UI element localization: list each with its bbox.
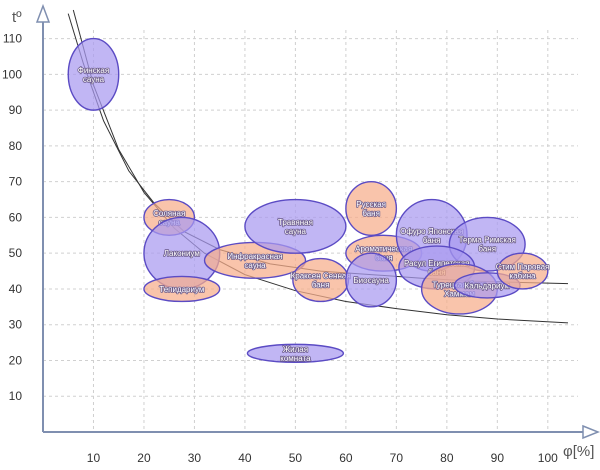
zone-label: Жилая комната xyxy=(280,345,311,363)
x-tick-label: 70 xyxy=(390,451,404,465)
x-tick-label: 30 xyxy=(188,451,202,465)
x-tick-label: 100 xyxy=(538,451,558,465)
x-tick-label: 40 xyxy=(238,451,252,465)
zone-label: Финская сауна xyxy=(78,66,109,84)
zone-label: Инфракрасная сауна xyxy=(227,252,282,270)
zone-label: Лакониум xyxy=(164,249,200,258)
x-tick-label: 20 xyxy=(137,451,151,465)
x-tick-label: 80 xyxy=(440,451,454,465)
zone-ellipse xyxy=(244,198,347,254)
zone-ellipse xyxy=(246,343,345,363)
zone-ellipse xyxy=(143,275,221,303)
y-axis-title: tº xyxy=(12,9,22,26)
zone-bubble: Тепидариум xyxy=(143,275,221,303)
y-tick-label: 80 xyxy=(9,139,23,153)
y-tick-label: 100 xyxy=(2,67,22,81)
zone-label: Краксен Сенная баня xyxy=(291,272,351,290)
zone-bubble: Краксен Сенная баня xyxy=(290,257,351,303)
zone-label: Тепидариум xyxy=(159,285,204,294)
zone-label: Офуро Японская баня xyxy=(400,227,463,245)
x-tick-label: 60 xyxy=(339,451,353,465)
zone-ellipse xyxy=(345,252,398,308)
y-tick-label: 110 xyxy=(3,32,22,46)
zone-label: Биосауна xyxy=(353,276,389,285)
zone-label: Травяная сауна xyxy=(278,218,313,236)
zone-bubble: Стим Паровая кабина xyxy=(495,252,550,290)
y-tick-label: 20 xyxy=(9,353,23,367)
zone-label: Русская баня xyxy=(356,200,386,218)
x-tick-label: 10 xyxy=(87,451,101,465)
y-tick-label: 70 xyxy=(9,175,23,189)
y-axis-arrow xyxy=(35,3,51,23)
x-axis-title: φ[%] xyxy=(563,443,594,460)
y-tick-label: 50 xyxy=(9,246,23,260)
zone-label: Терма Римская баня xyxy=(459,236,516,254)
zone-bubble: Жилая комната xyxy=(246,343,345,364)
zone-bubbles: ФинскаясаунаСолянаясаунаЛакониумТепидари… xyxy=(67,37,550,364)
y-tick-label: 60 xyxy=(9,210,23,224)
x-axis-arrow xyxy=(582,424,600,440)
zone-ellipse xyxy=(67,37,120,111)
tick-labels: 10 20 30 40 50 60 70 80 90 100 10 20 30 40 50 60 70 80 90 1… xyxy=(2,32,558,465)
zone-bubble: Травяная сауна xyxy=(244,198,347,254)
zone-ellipse xyxy=(345,180,398,237)
zone-bubble: Русская баня xyxy=(345,180,398,237)
zone-bubble: Финская сауна xyxy=(67,37,120,111)
axes xyxy=(35,3,600,440)
x-tick-label: 50 xyxy=(289,451,303,465)
zone-label: Стим Паровая кабина xyxy=(496,263,550,281)
y-tick-label: 10 xyxy=(9,389,23,403)
y-tick-label: 40 xyxy=(9,282,23,296)
zone-bubble: Биосауна xyxy=(345,252,398,308)
x-tick-label: 90 xyxy=(491,451,505,465)
y-tick-label: 30 xyxy=(9,318,23,332)
zone-ellipse xyxy=(496,252,549,290)
zone-label: Кальдариум xyxy=(465,281,510,290)
y-tick-label: 90 xyxy=(9,103,23,117)
